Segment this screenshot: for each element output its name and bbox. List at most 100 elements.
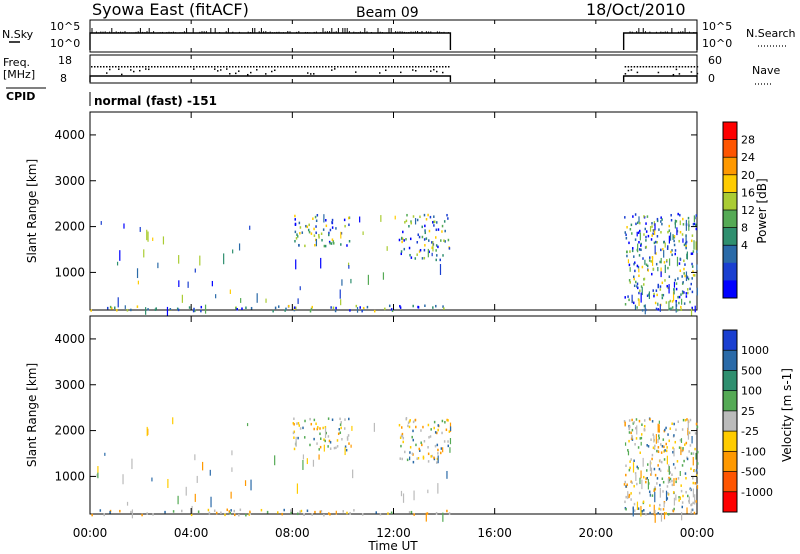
power-colorbar-segment — [723, 122, 737, 141]
power-echo-cell — [417, 233, 419, 236]
velocity-echo-cell — [342, 510, 344, 513]
power-echo-cell — [650, 238, 653, 241]
power-echo-cell — [399, 304, 401, 308]
power-echo-cell — [667, 230, 669, 234]
velocity-echo-cell — [669, 427, 672, 430]
velocity-echo-cell — [302, 459, 304, 470]
power-echo-cell — [424, 229, 426, 232]
velocity-echo-cell — [643, 509, 645, 512]
velocity-echo-cell — [302, 426, 304, 430]
power-echo-cell — [679, 213, 681, 217]
velocity-echo-cell — [226, 508, 229, 512]
power-echo-cell — [680, 298, 683, 305]
velocity-echo-cell — [172, 417, 174, 425]
power-echo-cell — [314, 243, 316, 247]
freq-dot — [400, 66, 402, 68]
power-colorbar-tick-label: 16 — [741, 186, 755, 199]
velocity-echo-cell — [630, 492, 632, 495]
velocity-echo-cell — [637, 446, 640, 449]
power-echo-cell — [448, 247, 451, 250]
velocity-echo-cell — [407, 421, 410, 425]
velocity-echo-cell — [293, 436, 295, 439]
velocity-echo-cell — [437, 428, 439, 432]
velocity-y-ticks: 4000 3000 2000 1000 — [54, 332, 697, 483]
velocity-echo-cell — [659, 508, 662, 511]
freq-dot — [322, 66, 324, 68]
velocity-echo-cell — [646, 469, 648, 472]
x-tick-label: 12:00 — [376, 526, 411, 540]
power-echo-cell — [657, 308, 660, 311]
nave-label: Nave — [752, 64, 780, 77]
freq-dot — [415, 66, 417, 68]
velocity-echo-cell — [640, 505, 642, 511]
velocity-echo-cell — [667, 513, 670, 516]
velocity-echo-cell — [654, 486, 656, 489]
velocity-echo-cell — [248, 513, 251, 516]
freq-dot — [172, 66, 174, 68]
power-echo-cell — [633, 277, 635, 281]
velocity-echo-cell — [688, 450, 690, 453]
velocity-echo-cell — [669, 471, 672, 474]
power-echo-cell — [359, 306, 361, 309]
power-echo-cell — [423, 213, 426, 217]
velocity-echo-cell — [433, 420, 436, 424]
power-echo-cell — [689, 287, 691, 291]
power-echo-cell — [416, 253, 418, 256]
velocity-echo-cell — [689, 418, 692, 422]
velocity-echo-cell — [353, 509, 355, 512]
power-echo-cell — [645, 239, 647, 242]
power-echo-cell — [657, 283, 660, 287]
velocity-echo-cell — [675, 480, 677, 484]
power-echo-cell — [322, 228, 325, 231]
velocity-echo-cell — [658, 434, 660, 437]
velocity-echo-cell — [681, 428, 684, 431]
power-echo-cell — [626, 225, 628, 229]
power-echo-cell — [299, 286, 301, 291]
power-echo-cell — [200, 305, 203, 309]
power-echo-cell — [692, 222, 695, 226]
velocity-echo-cell — [338, 428, 341, 431]
nsky-trace-0 — [89, 32, 452, 50]
power-echo-cell — [315, 219, 318, 223]
velocity-echo-cell — [631, 418, 633, 422]
velocity-echo-cell — [401, 432, 404, 436]
power-echo-cell — [693, 274, 696, 277]
velocity-echo-cell — [213, 509, 216, 513]
velocity-echo-cell — [318, 448, 320, 451]
velocity-echo-cell — [400, 434, 403, 438]
freq-dot — [289, 66, 291, 68]
velocity-echo-cell — [437, 452, 439, 455]
velocity-echo-cell — [695, 422, 698, 426]
nave-dot — [310, 73, 312, 75]
power-echo-cell — [433, 224, 435, 227]
power-echo-cell — [316, 214, 319, 217]
velocity-echo-cell — [131, 458, 133, 470]
velocity-echo-cell — [631, 428, 634, 432]
power-echo-cell — [424, 224, 426, 228]
power-echo-cell — [645, 235, 647, 239]
velocity-echo-cell — [398, 423, 401, 427]
velocity-echo-cell — [436, 431, 438, 435]
velocity-echo-cell — [633, 421, 635, 424]
velocity-echo-cell — [653, 447, 656, 450]
power-echo-cell — [298, 243, 300, 247]
velocity-echo-cell — [677, 420, 679, 423]
nave-dot — [627, 69, 630, 72]
velocity-echo-cell — [335, 446, 337, 450]
freq-dot — [208, 66, 210, 68]
freq-dot — [397, 66, 399, 68]
power-echo-cell — [320, 232, 323, 235]
freq-dot — [445, 66, 447, 68]
power-echo-cell — [683, 302, 686, 305]
power-echo-cell — [664, 279, 666, 282]
freq-dot — [166, 66, 168, 68]
power-echo-cell — [656, 293, 658, 297]
power-echo-cell — [651, 222, 653, 225]
power-echo-cell — [367, 274, 369, 285]
velocity-echo-cell — [674, 466, 677, 470]
freq-dot — [154, 66, 156, 68]
velocity-echo-cell — [650, 467, 653, 476]
nave-dot — [109, 68, 111, 71]
power-echo-cell — [628, 298, 630, 302]
power-echo-cell — [443, 220, 446, 223]
